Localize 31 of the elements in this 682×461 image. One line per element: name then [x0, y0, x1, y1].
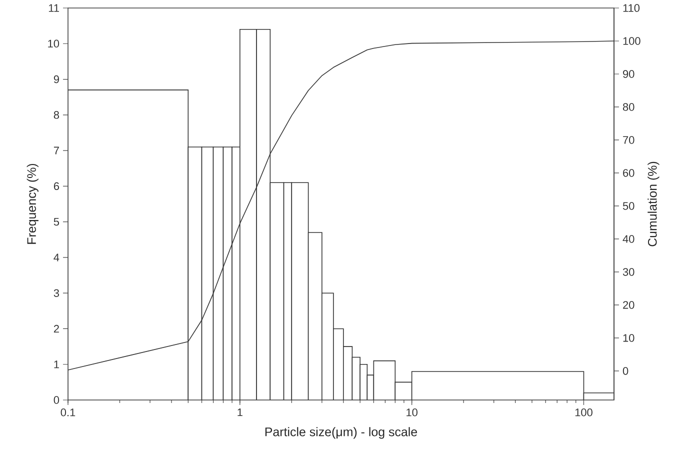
y2-tick-label: 100 [623, 37, 640, 45]
y-tick-label: 5 [54, 218, 60, 226]
x-tick-label: 0.1 [60, 408, 76, 416]
y-tick-label: 4 [54, 254, 60, 262]
x-axis-title: Particle size(μm) - log scale [265, 427, 418, 439]
y-tick-label: 8 [54, 111, 60, 119]
y-tick-label: 2 [54, 324, 59, 333]
y-tick-label: 11 [48, 4, 59, 12]
y2-tick-label: 10 [623, 334, 634, 342]
y-tick-label: 3 [54, 289, 60, 297]
y2-tick-label: 0 [622, 367, 628, 375]
x-tick-label: 1 [238, 408, 242, 416]
y2-tick-label: 60 [623, 169, 634, 177]
y2-tick-label: 90 [623, 70, 634, 78]
y-tick-label: 9 [54, 75, 59, 84]
y-tick-label: 7 [54, 146, 59, 154]
y-axis-title: Frequency (%) [26, 164, 38, 244]
x-tick-label: 100 [575, 408, 592, 416]
y2-tick-label: 70 [623, 136, 634, 144]
y2-tick-label: 40 [622, 235, 634, 243]
y-tick-label: 1 [54, 360, 59, 368]
y-tick-label: 0 [54, 396, 60, 404]
y2-axis-title: Cumulation (%) [648, 162, 660, 246]
y2-tick-label: 20 [623, 301, 634, 309]
y-tick-label: 6 [54, 182, 60, 190]
y2-tick-label: 110 [623, 4, 640, 12]
y2-tick-label: 30 [622, 268, 634, 276]
y2-tick-label: 50 [622, 202, 634, 210]
x-tick-label: 10 [406, 408, 418, 416]
y-tick-label: 10 [48, 40, 60, 48]
y2-tick-label: 80 [622, 103, 634, 111]
